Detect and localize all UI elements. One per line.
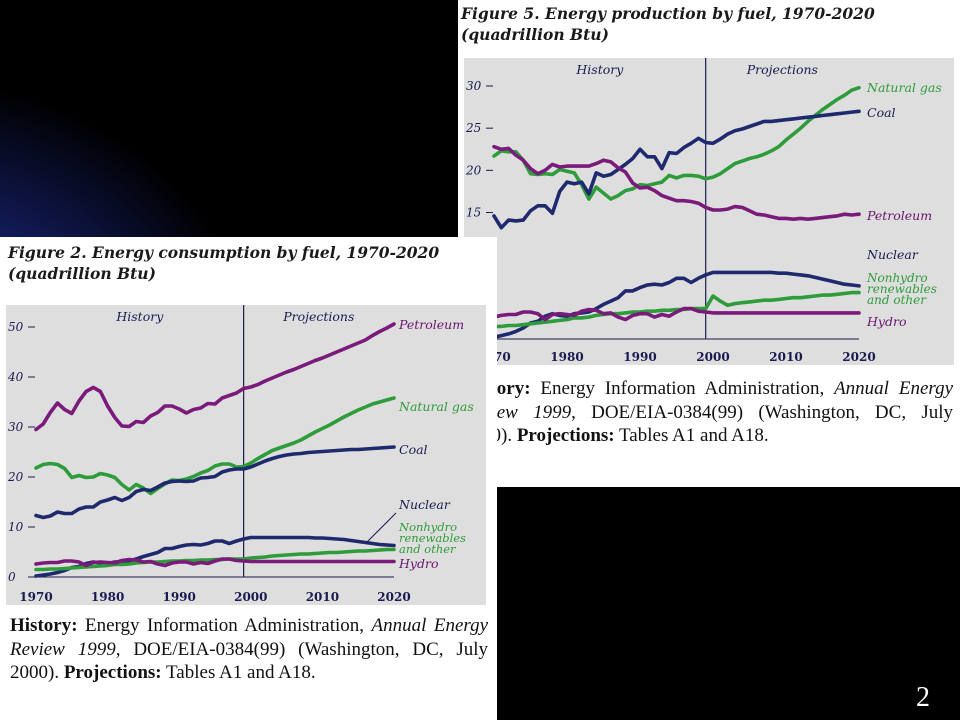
y-tick-label: 50 <box>8 320 24 334</box>
x-tick-label: 1990 <box>623 350 656 364</box>
figure-5-chart: 051015202530197019801990200020102020Hist… <box>464 58 954 365</box>
region-label-projections: Projections <box>282 309 354 324</box>
series-label-nuclear: Nuclear <box>866 247 919 262</box>
figure-5-panel: Figure 5. Energy production by fuel, 197… <box>458 0 960 487</box>
caption-projections-text: Tables A1 and A18. <box>614 425 769 446</box>
series-label-hydro: Hydro <box>866 314 906 329</box>
leader-line-nuclear <box>365 512 397 544</box>
caption-history-label: History: <box>10 615 78 636</box>
figure-2-caption: History: Energy Information Administrati… <box>10 614 488 685</box>
x-tick-label: 2010 <box>306 590 339 604</box>
series-line-natural-gas <box>34 396 396 496</box>
series-label-nonhydro-renewables-and-other: Nonhydro renewables and other <box>398 520 466 556</box>
y-tick-label: 30 <box>8 420 24 434</box>
x-tick-label: 2020 <box>377 590 410 604</box>
x-tick-label: 2000 <box>234 590 267 604</box>
series-label-nonhydro-renewables-and-other: Nonhydro renewables and other <box>866 271 937 307</box>
y-tick-label: 10 <box>8 520 24 534</box>
figure-2-chart: 0 10 20 30 40 50 1970 1980 1990 2000 2010 2020 Histo… <box>6 305 486 605</box>
series-line-coal <box>492 109 861 230</box>
figure-5-caption: History: Energy Information Administrati… <box>463 377 953 448</box>
x-tick-label: 1980 <box>91 590 124 604</box>
series-label-coal: Coal <box>399 442 428 457</box>
series-label-petroleum: Petroleum <box>866 208 932 223</box>
y-tick-label: 25 <box>465 121 481 135</box>
caption-projections-label: Projections: <box>516 425 615 446</box>
caption-history-text1: Energy Information Administration, <box>77 615 372 636</box>
region-label-history: History <box>115 309 164 324</box>
caption-projections-text: Tables A1 and A18. <box>161 662 316 683</box>
series-label-coal: Coal <box>867 105 896 120</box>
plot-background <box>6 305 486 605</box>
y-tick-label: 15 <box>466 206 481 220</box>
region-label-history: History <box>575 62 624 77</box>
caption-history-text2: , DOE/EIA-0384(99) (Washington, DC, July… <box>10 638 489 684</box>
x-tick-label: 2010 <box>769 350 802 364</box>
y-tick-label: 30 <box>466 79 482 93</box>
series-line-hydro <box>492 306 861 322</box>
series-line-coal <box>34 445 396 520</box>
series-line-hydro <box>34 557 396 568</box>
caption-projections-label: Projections: <box>63 662 162 683</box>
series-label-natural-gas: Natural gas <box>866 80 942 95</box>
caption-history-text1: Energy Information Administration, <box>530 378 835 399</box>
x-tick-label: 2000 <box>696 350 729 364</box>
series-label-nuclear: Nuclear <box>398 497 451 512</box>
region-label-projections: Projections <box>746 62 818 77</box>
y-tick-label: 40 <box>7 370 24 384</box>
figure-2-title: Figure 2. Energy consumption by fuel, 19… <box>8 242 439 284</box>
figure-2-title-line2: (quadrillion Btu) <box>8 264 156 283</box>
series-label-petroleum: Petroleum <box>398 317 464 332</box>
y-tick-label: 0 <box>8 570 16 584</box>
figure-5-title-line1: Figure 5. Energy production by fuel, 197… <box>461 4 875 23</box>
series-label-hydro: Hydro <box>398 556 438 571</box>
figure-5-title-line2: (quadrillion Btu) <box>461 25 609 44</box>
series-label-natural-gas: Natural gas <box>398 399 474 414</box>
x-tick-label: 1990 <box>162 590 195 604</box>
figure-2-panel: Figure 2. Energy consumption by fuel, 19… <box>0 237 497 720</box>
y-tick-label: 20 <box>465 163 482 177</box>
series-line-petroleum <box>34 322 396 432</box>
x-tick-label: 1980 <box>550 350 583 364</box>
series-line-petroleum <box>492 144 861 221</box>
series-line-natural-gas <box>492 85 861 201</box>
x-tick-label: 2020 <box>842 350 875 364</box>
x-tick-label: 1970 <box>19 590 52 604</box>
slide-number: 2 <box>916 682 930 713</box>
figure-5-title: Figure 5. Energy production by fuel, 197… <box>461 3 875 45</box>
caption-history-italic: Annual Energy Review 1999 <box>10 615 489 660</box>
figure-2-title-line1: Figure 2. Energy consumption by fuel, 19… <box>8 243 440 262</box>
series-line-nonhydro-renewables-and-other <box>492 290 861 329</box>
y-tick-label: 20 <box>7 470 24 484</box>
